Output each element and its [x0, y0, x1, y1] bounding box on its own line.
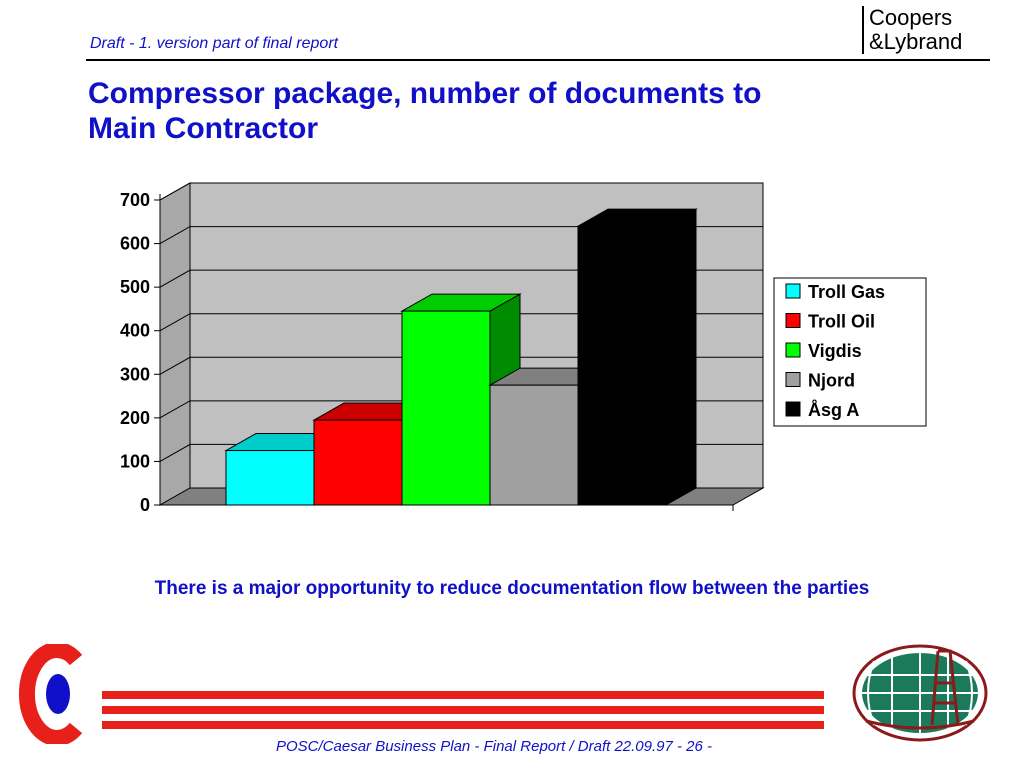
y-tick-label: 100: [120, 451, 150, 471]
page-title: Compressor package, number of documents …: [88, 77, 762, 145]
bar-front: [313, 419, 403, 506]
chart-gridlines: [159, 182, 763, 462]
legend-label: Åsg A: [808, 400, 859, 420]
legend-label: Troll Oil: [808, 312, 875, 332]
gridline: [159, 313, 763, 332]
coopers-lybrand-logo: Coopers &Lybrand: [862, 6, 962, 54]
legend-swatch: [785, 401, 801, 417]
chart-legend: Troll Gas Troll Oil Vigdis Njord Åsg A: [773, 277, 927, 427]
legend-label: Njord: [808, 371, 855, 391]
gridline: [159, 182, 763, 201]
gridline: [159, 226, 763, 245]
y-tick-label: 500: [120, 277, 150, 297]
c-logo-icon: [18, 644, 83, 744]
y-tick-label: 700: [120, 190, 150, 210]
y-tick-label: 600: [120, 234, 150, 254]
y-tick-label: 400: [120, 321, 150, 341]
legend-label: Troll Gas: [808, 282, 885, 302]
y-tick-label: 300: [120, 364, 150, 384]
y-tick-label: 200: [120, 408, 150, 428]
header-divider: [86, 59, 990, 61]
conclusion-text: There is a major opportunity to reduce d…: [154, 578, 870, 599]
draft-note: Draft - 1. version part of final report: [90, 35, 339, 52]
y-axis: 0 100 200 300 400 500 600 700: [120, 190, 734, 515]
legend-swatch: [785, 342, 801, 358]
chart-bars: [224, 208, 698, 506]
red-stripe-bottom: [102, 721, 824, 729]
footer-text: POSC/Caesar Business Plan - Final Report…: [276, 738, 713, 755]
bar-front: [489, 384, 579, 506]
globe-oil-rig-logo-icon: [852, 644, 988, 742]
red-stripe-top: [102, 691, 824, 699]
brand-line-2: &Lybrand: [869, 29, 963, 54]
legend-label: Vigdis: [808, 341, 862, 361]
bar-chart: 0 100 200 300 400 500 600 700 Troll Gas Troll Oi…: [120, 182, 927, 515]
side-wall: [159, 182, 191, 506]
legend-swatch: [785, 372, 801, 387]
brand-line-1: Coopers: [869, 5, 953, 30]
bar-front: [401, 310, 491, 506]
legend-swatch: [785, 283, 801, 299]
bar-åsg-a: [576, 208, 698, 506]
bar-front: [577, 225, 667, 506]
gridline: [159, 356, 763, 375]
red-stripe-middle: [102, 706, 824, 714]
y-tick-label: 0: [140, 495, 150, 515]
bar-front: [225, 450, 315, 506]
gridline: [159, 269, 763, 288]
legend-swatch: [785, 313, 801, 328]
bar-side: [665, 208, 697, 506]
